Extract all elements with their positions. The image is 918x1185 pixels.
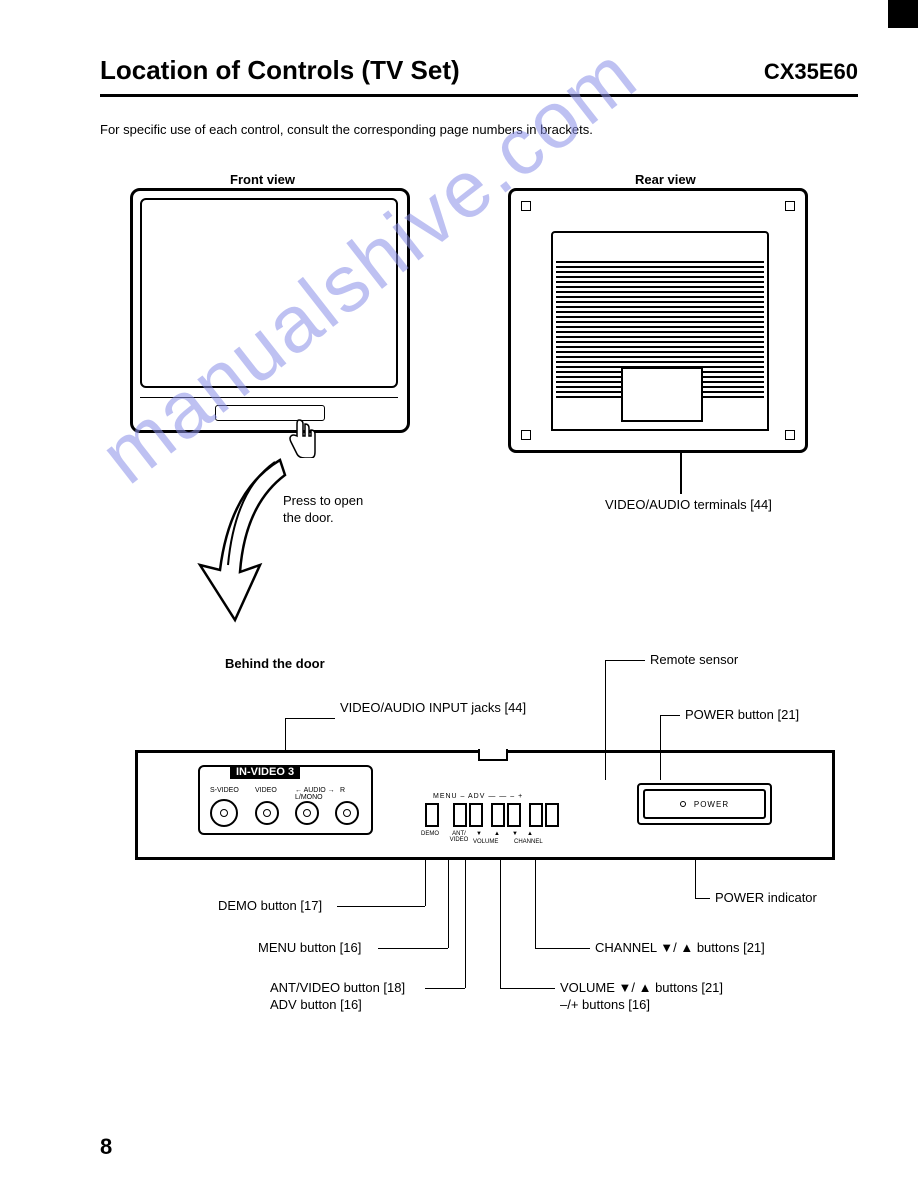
button-row <box>425 803 559 827</box>
channel-label: CHANNEL <box>514 839 543 845</box>
menu-button-callout: MENU button [16] <box>258 940 361 955</box>
leader-line <box>285 718 335 719</box>
leader-line <box>660 715 661 780</box>
leader-line <box>500 988 555 989</box>
arrow-icon <box>190 450 310 630</box>
svideo-label: S-VIDEO <box>210 787 239 794</box>
power-led <box>680 801 686 807</box>
front-tv-diagram <box>130 188 410 433</box>
front-view-label: Front view <box>230 172 295 187</box>
leader-line <box>500 858 501 988</box>
in-video-box: IN-VIDEO 3 S-VIDEO VIDEO ← AUDIO →L/MONO… <box>198 765 373 835</box>
video-audio-input-callout: VIDEO/AUDIO INPUT jacks [44] <box>340 700 526 715</box>
vol-down-btn <box>491 803 505 827</box>
channel-buttons-callout: CHANNEL ▼/ ▲ buttons [21] <box>595 940 765 955</box>
intro-text: For specific use of each control, consul… <box>100 122 593 137</box>
r-label: R <box>340 787 345 794</box>
leader-line <box>535 858 536 948</box>
model-number: CX35E60 <box>764 59 858 85</box>
ant-video-callout: ANT/VIDEO button [18] <box>270 980 405 995</box>
leader-line <box>680 452 682 494</box>
leader-line <box>285 718 286 750</box>
volume-buttons-callout: VOLUME ▼/ ▲ buttons [21] <box>560 980 723 995</box>
ant-video-btn <box>469 803 483 827</box>
power-text: POWER <box>694 800 729 809</box>
audio-r-jack <box>335 801 359 825</box>
rear-callout-label: VIDEO/AUDIO terminals [44] <box>605 497 772 512</box>
in-video-title: IN-VIDEO 3 <box>230 765 300 779</box>
svideo-jack <box>210 799 238 827</box>
power-box: POWER <box>637 783 772 825</box>
leader-line <box>425 858 426 906</box>
remote-sensor-callout: Remote sensor <box>650 652 738 667</box>
decoration-bar <box>888 0 918 28</box>
video-label: VIDEO <box>255 787 277 794</box>
leader-line <box>605 660 645 780</box>
vol-up-btn <box>507 803 521 827</box>
ch-down-btn <box>529 803 543 827</box>
leader-line <box>605 660 606 780</box>
leader-line <box>425 988 465 989</box>
page-title: Location of Controls (TV Set) <box>100 55 460 86</box>
leader-line <box>660 715 680 780</box>
volume-label: VOLUME <box>473 839 498 845</box>
minus-plus-callout: –/+ buttons [16] <box>560 997 650 1012</box>
rear-view-label: Rear view <box>635 172 696 187</box>
audio-l-jack <box>295 801 319 825</box>
behind-door-label: Behind the door <box>225 656 325 671</box>
demo-btn <box>425 803 439 827</box>
audio-label: ← AUDIO →L/MONO <box>295 787 335 801</box>
video-jack <box>255 801 279 825</box>
power-indicator-callout: POWER indicator <box>715 890 817 905</box>
menu-btn <box>453 803 467 827</box>
rear-tv-diagram <box>508 188 808 453</box>
ch-up-btn <box>545 803 559 827</box>
power-button-callout: POWER button [21] <box>685 707 799 722</box>
page-header: Location of Controls (TV Set) CX35E60 <box>100 55 858 97</box>
leader-line <box>465 858 466 988</box>
leader-line <box>695 858 696 898</box>
menu-adv-label: MENU – ADV — — – + <box>433 793 523 800</box>
adv-button-callout: ADV button [16] <box>270 997 362 1012</box>
leader-line <box>535 948 590 949</box>
demo-button-callout: DEMO button [17] <box>218 898 322 913</box>
page-number: 8 <box>100 1134 112 1160</box>
leader-line <box>378 948 448 949</box>
leader-line <box>337 906 425 907</box>
control-panel-diagram: IN-VIDEO 3 S-VIDEO VIDEO ← AUDIO →L/MONO… <box>135 750 835 860</box>
leader-line <box>695 898 710 899</box>
leader-line <box>448 858 449 948</box>
